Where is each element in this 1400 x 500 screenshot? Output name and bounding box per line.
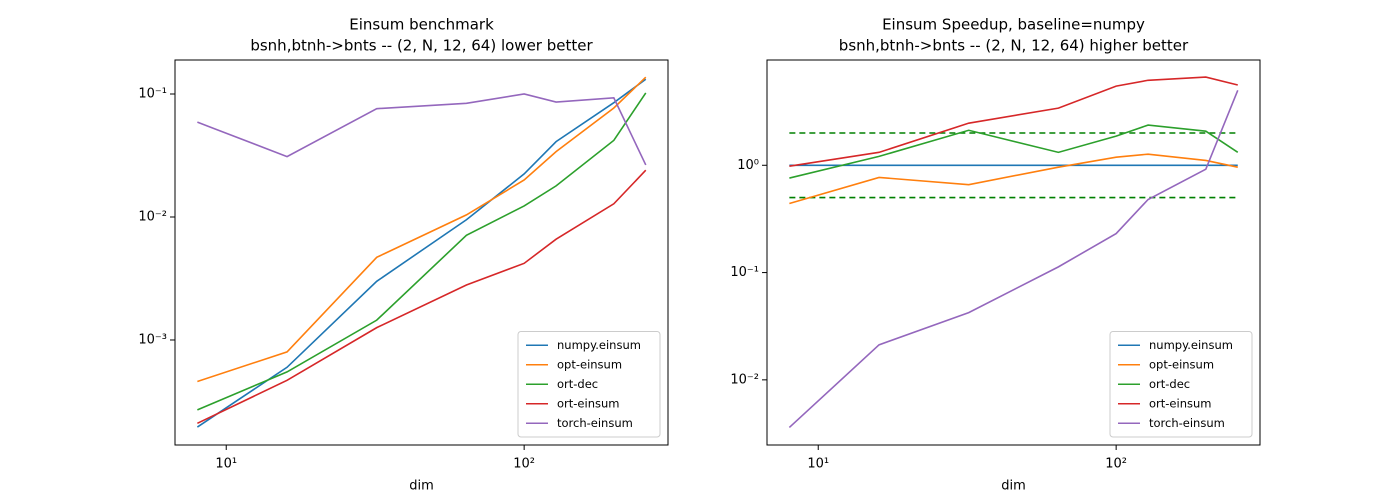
legend-label: ort-dec [557,377,598,391]
y-tick-label: 10⁰ [737,158,759,173]
x-axis-label: dim [409,479,434,494]
y-tick-label: 10⁻³ [138,332,167,347]
legend-label: torch-einsum [1149,416,1225,430]
legend-label: opt-einsum [557,357,622,371]
chart-title: Einsum Speedup, baseline=numpy [882,16,1145,34]
plot-frame [766,59,1261,446]
legend-label: ort-einsum [1149,396,1211,410]
chart-title: Einsum benchmark [349,16,494,34]
x-tick-label: 10² [513,457,535,472]
series-line [789,124,1239,179]
legend-label: torch-einsum [557,416,633,430]
legend-box [517,331,661,438]
y-tick-label: 10⁻¹ [138,87,167,102]
legend-label: ort-einsum [557,396,619,410]
y-tick-label: 10⁻¹ [730,265,759,280]
x-tick-label: 10² [1105,457,1127,472]
series-line [197,93,647,166]
series-line [789,153,1238,205]
y-tick-label: 10⁻² [138,209,167,224]
series-line [197,76,647,383]
plot-frame [174,59,669,446]
x-tick-label: 10¹ [807,457,829,472]
legend-label: ort-dec [1149,377,1190,391]
x-axis-label: dim [1001,479,1026,494]
legend-box [1109,331,1253,438]
series-line [197,92,647,411]
x-tick-label: 10¹ [215,457,237,472]
chart-subtitle: bsnh,btnh->bnts -- (2, N, 12, 64) lower … [250,37,593,55]
legend-label: numpy.einsum [1149,338,1233,352]
series-line [789,76,1238,168]
series-line [788,89,1239,429]
chart-subtitle: bsnh,btnh->bnts -- (2, N, 12, 64) higher… [839,37,1189,55]
series-line [197,169,647,425]
y-tick-label: 10⁻² [730,372,759,387]
legend-label: numpy.einsum [557,338,641,352]
legend-label: opt-einsum [1149,357,1214,371]
